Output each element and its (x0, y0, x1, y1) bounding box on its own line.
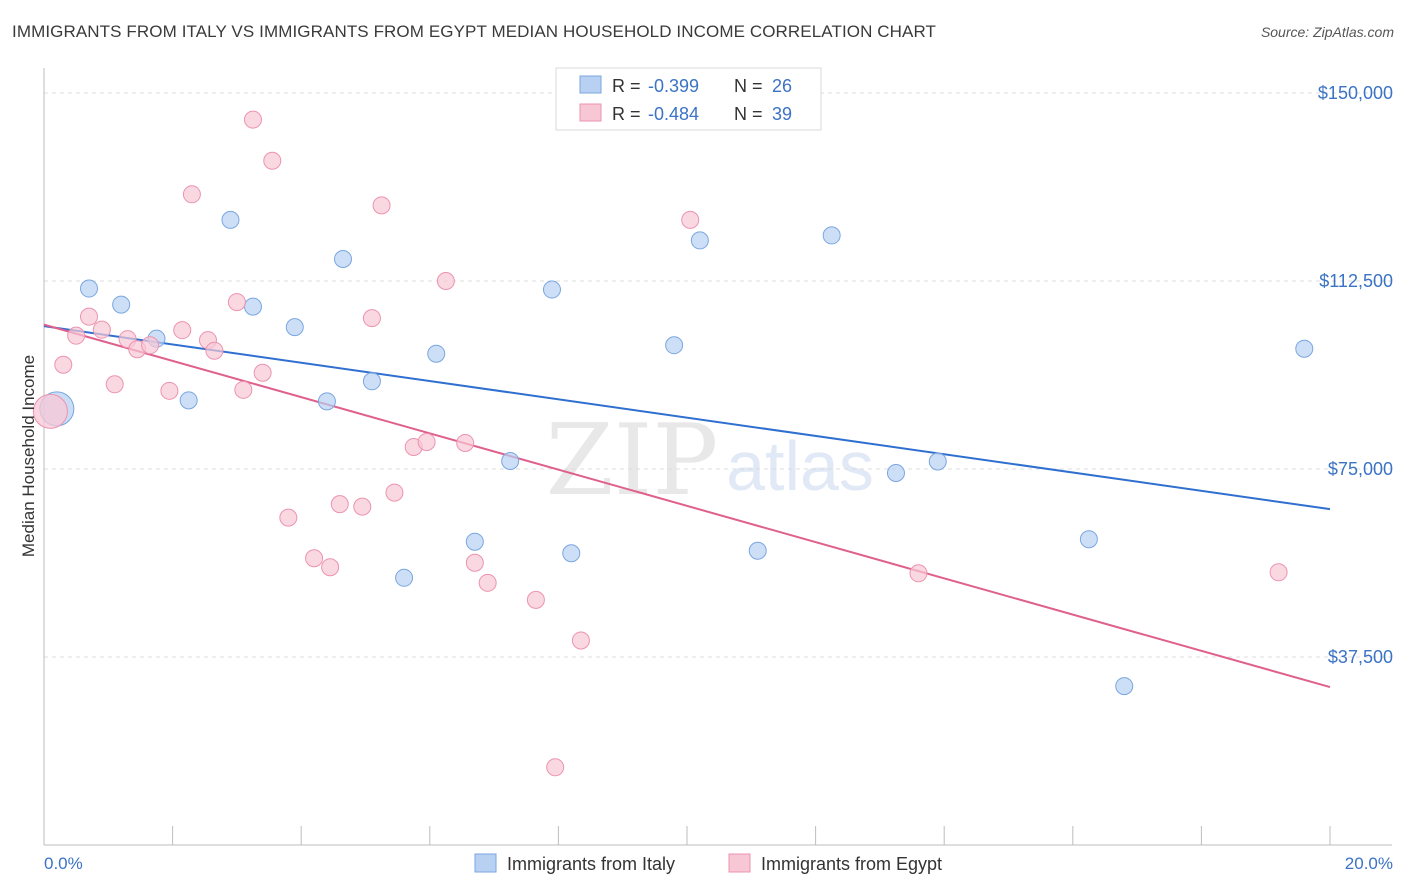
italy-point-9 (333, 249, 352, 268)
stats-italy-r-value: -0.399 (648, 76, 699, 96)
legend: Immigrants from Italy Immigrants from Eg… (474, 853, 942, 874)
egypt-point-8 (141, 336, 160, 355)
egypt-point-36 (681, 210, 700, 229)
egypt-point-32 (478, 573, 497, 592)
egypt-point-11 (182, 185, 201, 204)
egypt-point-15 (234, 380, 253, 399)
watermark-zip: ZIP (546, 404, 719, 518)
egypt-point-21 (321, 558, 340, 577)
series-egypt (32, 110, 1288, 777)
egypt-point-34 (546, 758, 565, 777)
egypt-point-25 (372, 196, 391, 215)
stats-swatch-egypt (579, 103, 602, 122)
legend-label-italy: Immigrants from Italy (507, 854, 675, 874)
italy-point-12 (427, 344, 446, 363)
egypt-point-18 (263, 151, 282, 170)
source-credit: Source: ZipAtlas.com (1260, 24, 1394, 40)
stats-egypt-n-value: 39 (772, 104, 792, 124)
stats-italy-n-value: 26 (772, 76, 792, 96)
egypt-point-24 (362, 309, 381, 328)
egypt-point-31 (465, 553, 484, 572)
italy-point-10 (362, 372, 381, 391)
egypt-point-9 (160, 381, 179, 400)
grid (44, 92, 1392, 658)
egypt-point-29 (436, 272, 455, 291)
egypt-point-30 (456, 433, 475, 452)
egypt-point-38 (1269, 563, 1288, 582)
italy-point-1 (80, 279, 99, 298)
egypt-point-4 (92, 320, 111, 339)
stats-swatch-italy (579, 75, 602, 94)
legend-swatch-italy (474, 853, 497, 873)
y-tick-labels: $37,500 $75,000 $112,500 $150,000 (1318, 83, 1393, 667)
egypt-point-23 (353, 497, 372, 516)
italy-point-16 (562, 544, 581, 563)
trendline-egypt (43, 323, 1331, 689)
y-axis-label: Median Household Income (19, 355, 38, 557)
stats-egypt-r-label: R = (612, 104, 641, 124)
egypt-point-33 (526, 590, 545, 609)
x-tick-label-max: 20.0% (1345, 854, 1393, 873)
trendline-italy (43, 325, 1331, 511)
italy-point-19 (748, 541, 767, 560)
egypt-point-10 (173, 321, 192, 340)
italy-point-23 (1079, 530, 1098, 549)
egypt-point-14 (227, 293, 246, 312)
egypt-point-20 (305, 549, 324, 568)
egypt-point-5 (105, 375, 124, 394)
italy-point-18 (690, 231, 709, 250)
egypt-point-3 (80, 307, 99, 326)
italy-point-13 (465, 532, 484, 551)
egypt-point-13 (205, 341, 224, 360)
italy-point-11 (395, 568, 414, 587)
y-tick-label-2: $112,500 (1319, 271, 1393, 291)
axes (43, 68, 1392, 846)
italy-point-4 (179, 391, 198, 410)
egypt-point-37 (909, 564, 928, 583)
egypt-point-28 (417, 432, 436, 451)
italy-point-2 (112, 295, 131, 314)
x-tick-label-min: 0.0% (44, 854, 83, 873)
egypt-point-22 (330, 495, 349, 514)
egypt-point-17 (253, 363, 272, 382)
italy-point-21 (886, 464, 905, 483)
egypt-point-26 (385, 483, 404, 502)
stats-italy-n-label: N = (734, 76, 763, 96)
italy-point-14 (501, 451, 520, 470)
egypt-point-1 (54, 355, 73, 374)
italy-point-6 (243, 297, 262, 316)
italy-point-22 (928, 452, 947, 471)
y-tick-label-3: $150,000 (1318, 83, 1393, 103)
egypt-point-0 (32, 393, 68, 429)
stats-italy-r-label: R = (612, 76, 641, 96)
legend-label-egypt: Immigrants from Egypt (761, 854, 942, 874)
italy-point-24 (1115, 677, 1134, 696)
watermark-atlas: atlas (726, 427, 874, 505)
y-tick-label-1: $75,000 (1328, 459, 1393, 479)
italy-point-17 (665, 336, 684, 355)
stats-egypt-r-value: -0.484 (648, 104, 699, 124)
egypt-point-35 (571, 631, 590, 650)
italy-point-7 (285, 318, 304, 337)
italy-point-25 (1295, 339, 1314, 358)
italy-point-5 (221, 210, 240, 229)
egypt-point-16 (243, 110, 262, 129)
italy-point-20 (822, 226, 841, 245)
stats-box: R = -0.399 N = 26 R = -0.484 N = 39 (555, 67, 822, 131)
egypt-point-2 (67, 326, 86, 345)
trendlines (43, 323, 1331, 689)
y-tick-label-0: $37,500 (1328, 647, 1393, 667)
stats-egypt-n-label: N = (734, 104, 763, 124)
italy-point-8 (317, 392, 336, 411)
legend-swatch-egypt (728, 853, 751, 873)
egypt-point-19 (279, 508, 298, 527)
chart-title: IMMIGRANTS FROM ITALY VS IMMIGRANTS FROM… (12, 22, 937, 41)
italy-point-15 (542, 280, 561, 299)
